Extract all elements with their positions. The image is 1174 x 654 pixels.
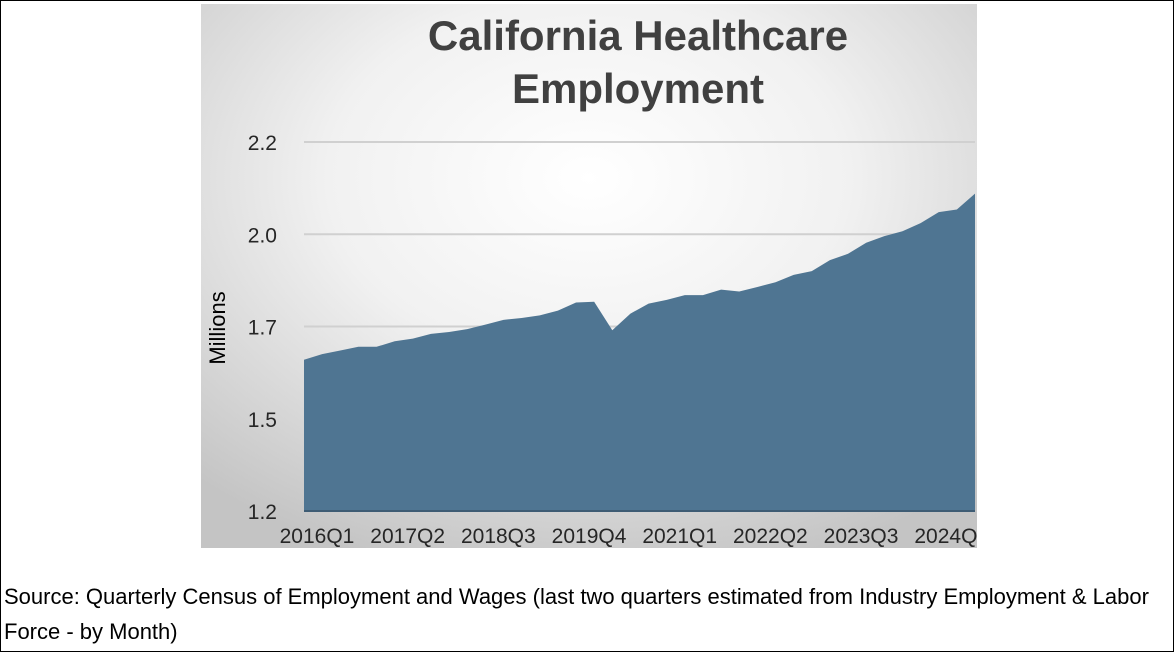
- chart-panel: 1.2 1.5 1.7 2.0 2.2 2016Q1 2017Q2 2018Q3 2019Q4…: [201, 4, 977, 548]
- source-note: Source: Quarterly Census of Employment a…: [4, 584, 1149, 644]
- y-tick-label: 1.5: [248, 409, 277, 432]
- chart-title-line-2: Employment: [512, 65, 764, 112]
- y-tick-label: 2.2: [248, 132, 277, 155]
- y-axis-label: Millions: [205, 291, 230, 364]
- x-tick-label: 2024Q4: [914, 525, 977, 548]
- x-tick-label: 2018Q3: [461, 525, 536, 548]
- y-tick-label: 1.7: [248, 317, 277, 340]
- x-tick-label: 2022Q2: [733, 525, 808, 548]
- area-series: [304, 193, 975, 512]
- area-chart: 1.2 1.5 1.7 2.0 2.2 2016Q1 2017Q2 2018Q3 2019Q4…: [201, 4, 977, 548]
- x-tick-label: 2023Q3: [824, 525, 899, 548]
- x-tick-label: 2016Q1: [280, 525, 355, 548]
- y-tick-label: 1.2: [248, 501, 277, 524]
- x-tick-labels: 2016Q1 2017Q2 2018Q3 2019Q4 2021Q1 2022Q2 2023…: [280, 525, 977, 548]
- y-tick-labels: 1.2 1.5 1.7 2.0 2.2: [248, 132, 277, 524]
- chart-title-line-1: California Healthcare: [428, 12, 848, 59]
- x-tick-label: 2017Q2: [370, 525, 445, 548]
- x-tick-label: 2019Q4: [552, 525, 627, 548]
- x-tick-label: 2021Q1: [642, 525, 717, 548]
- y-tick-label: 2.0: [248, 224, 277, 247]
- area-series-fill: [304, 193, 975, 511]
